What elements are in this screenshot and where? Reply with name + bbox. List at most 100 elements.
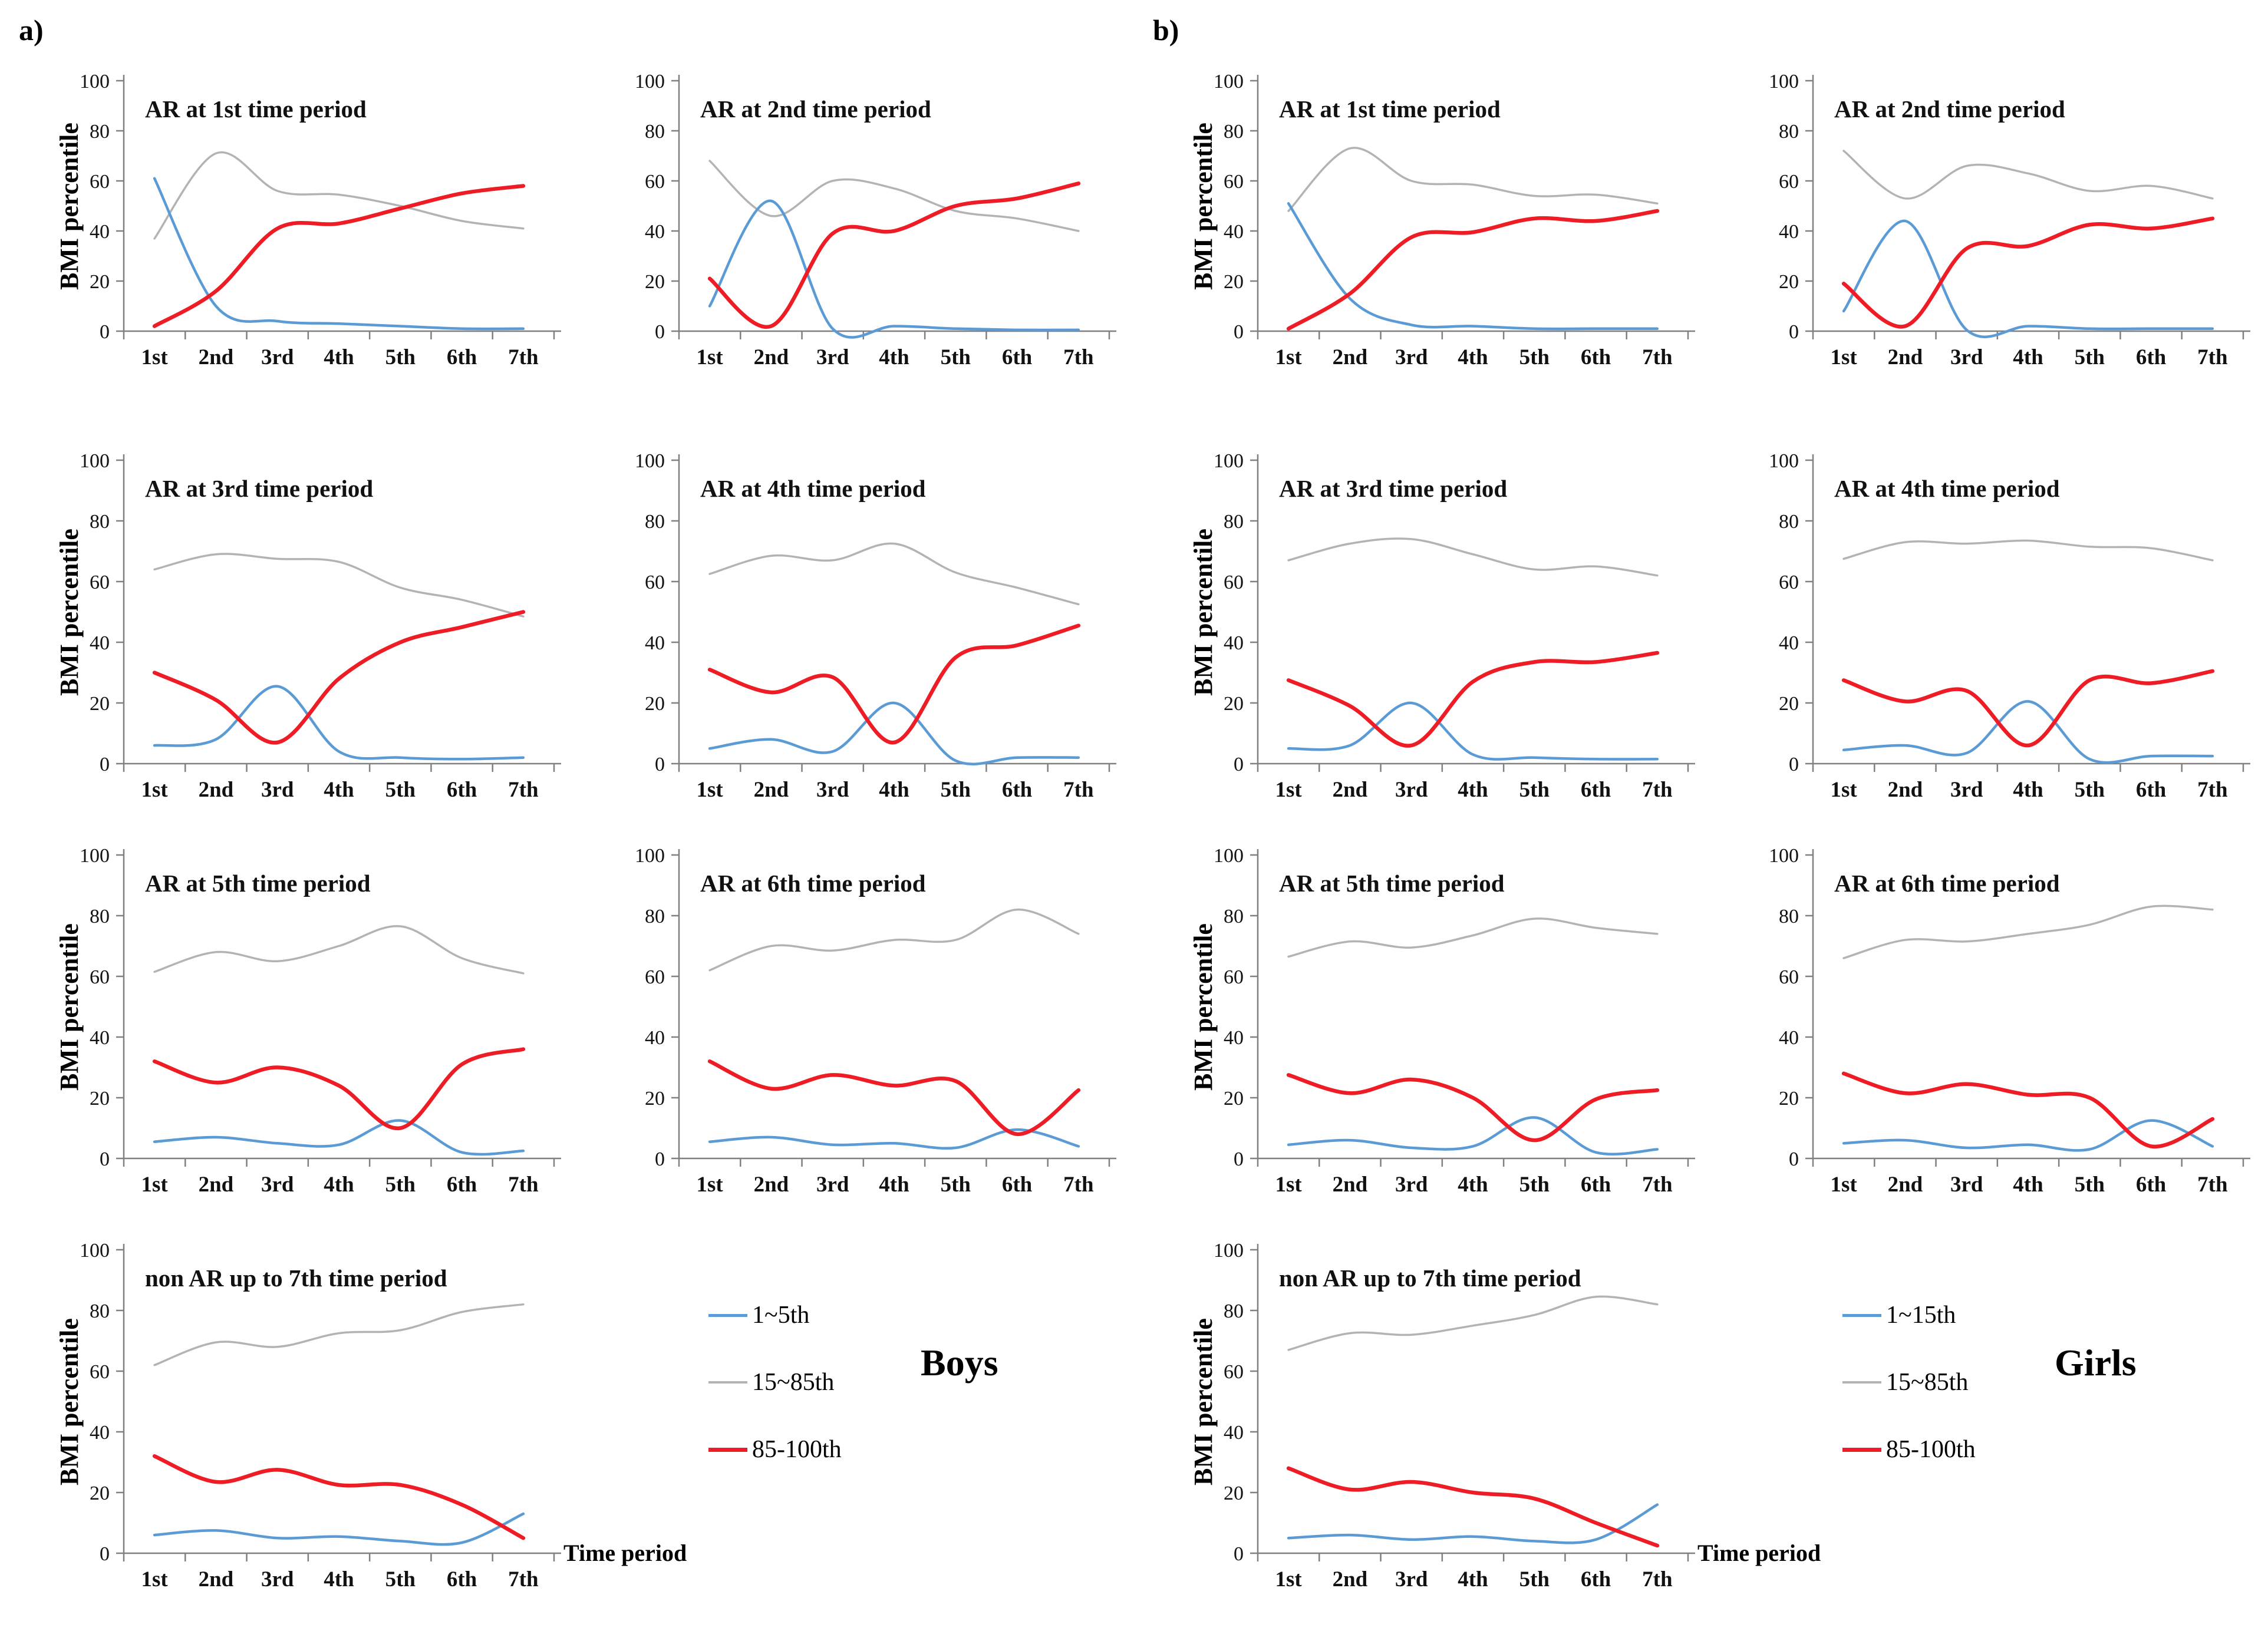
chart-ar-2nd-girls: 0 20 40 60 80 100 1st 2nd 3rd 4th 5th 6th 7th AR at 2… [1725, 54, 2267, 390]
x-tick-label: 3rd [1395, 345, 1428, 369]
panel-label-b: b) [1153, 14, 1179, 47]
y-tick-label: 40 [1224, 221, 1244, 243]
y-tick-label: 40 [1224, 1027, 1244, 1049]
x-tick-label: 5th [941, 345, 971, 369]
x-tick-label: 3rd [1395, 778, 1428, 802]
y-tick-label: 80 [90, 121, 110, 143]
y-tick-label: 100 [1769, 450, 1799, 472]
y-tick-label: 0 [100, 1543, 110, 1565]
x-tick-label: 3rd [1950, 778, 1983, 802]
subplot-title: non AR up to 7th time period [1279, 1264, 1581, 1292]
series-line-1-15th [1287, 1116, 1659, 1156]
x-tick-label: 6th [1002, 778, 1033, 802]
series-line-15-85th [708, 908, 1080, 972]
x-tick-label: 2nd [1333, 1173, 1368, 1197]
y-tick-label: 0 [100, 1148, 110, 1170]
x-tick-label: 7th [508, 778, 539, 802]
y-tick-label: 20 [645, 271, 665, 293]
chart-ar-5th-boys: 0 20 40 60 80 100 1st 2nd 3rd 4th 5th 6th 7th AR at 5… [35, 828, 578, 1217]
series-line-85-100th [1286, 1073, 1660, 1143]
x-tick-label: 2nd [1888, 1173, 1923, 1197]
x-tick-label: 2nd [1333, 778, 1368, 802]
y-tick-label: 80 [90, 1300, 110, 1322]
series-line-1-5th [708, 199, 1080, 339]
x-tick-label: 4th [879, 778, 909, 802]
chart-svg: 0 20 40 60 80 100 1st 2nd 3rd 4th 5th 6th 7th AR at 6… [635, 845, 1116, 1197]
series-line-1-15th [1842, 1119, 2214, 1152]
y-tick-label: 80 [645, 511, 665, 533]
subplot-title: AR at 6th time period [700, 870, 926, 897]
x-tick-label: 1st [1831, 778, 1858, 802]
series-line-1-5th [153, 685, 525, 761]
series-line-1-15th [1842, 700, 2214, 764]
legend-entry: 15~85th [708, 1367, 980, 1398]
y-tick-label: 40 [90, 1027, 110, 1049]
subplot-title: AR at 5th time period [1279, 870, 1505, 897]
y-tick-label: 40 [1224, 1422, 1244, 1444]
chart-svg: 0 20 40 60 80 100 1st 2nd 3rd 4th 5th 6th 7th AR at 3… [80, 450, 561, 802]
x-tick-label: 6th [1581, 1173, 1611, 1197]
y-tick-label: 100 [1214, 450, 1244, 472]
chart-svg: 0 20 40 60 80 100 1st 2nd 3rd 4th 5th 6th 7th AR at 6… [1769, 845, 2250, 1197]
series-line-15-85th [1287, 917, 1659, 958]
x-tick-label: 7th [2197, 1173, 2228, 1197]
chart-non-ar-boys: 0 20 40 60 80 100 1st 2nd 3rd 4th 5th 6th 7th non AR … [35, 1223, 687, 1612]
series-line-1-5th [153, 1119, 525, 1156]
y-axis-label: BMI percentile [1189, 122, 1218, 290]
x-tick-label: 6th [2136, 778, 2167, 802]
x-tick-label: 5th [941, 778, 971, 802]
subplot-title: non AR up to 7th time period [145, 1264, 447, 1292]
x-tick-label: 6th [447, 345, 477, 369]
x-tick-label: 2nd [199, 1567, 234, 1592]
x-tick-label: 7th [1063, 1173, 1094, 1197]
x-tick-label: 7th [508, 1567, 539, 1592]
x-tick-label: 7th [2197, 778, 2228, 802]
x-tick-label: 7th [1642, 1173, 1673, 1197]
legend-entry: 85-100th [1842, 1434, 2114, 1465]
series-line-1-15th [1287, 701, 1659, 761]
x-tick-label: 3rd [261, 1173, 294, 1197]
legend-line-swatch-blue [708, 1313, 747, 1317]
x-axis-label: Time period [1697, 1540, 1821, 1566]
y-tick-label: 60 [90, 171, 110, 193]
y-axis-label: BMI percentile [1189, 528, 1218, 696]
x-tick-label: 6th [1002, 1173, 1033, 1197]
chart-ar-3rd-boys: 0 20 40 60 80 100 1st 2nd 3rd 4th 5th 6th 7th AR at 3… [35, 434, 578, 823]
panel-label-a: a) [19, 14, 44, 47]
x-tick-label: 6th [1002, 345, 1033, 369]
x-tick-label: 6th [1581, 778, 1611, 802]
chart-non-ar-girls: 0 20 40 60 80 100 1st 2nd 3rd 4th 5th 6th 7th non AR … [1169, 1223, 1821, 1612]
x-tick-label: 4th [1458, 1173, 1488, 1197]
y-tick-label: 100 [80, 450, 110, 472]
x-tick-label: 1st [697, 345, 724, 369]
chart-ar-1st-girls: 0 20 40 60 80 100 1st 2nd 3rd 4th 5th 6th 7th AR at 1… [1169, 54, 1712, 390]
y-tick-label: 0 [1789, 1148, 1799, 1170]
y-axis-label: BMI percentile [1189, 1318, 1218, 1485]
series-line-85-100th [707, 1059, 1081, 1137]
subplot-title: AR at 4th time period [1834, 475, 2060, 502]
y-tick-label: 80 [1224, 511, 1244, 533]
y-tick-label: 80 [1779, 511, 1799, 533]
series-line-1-5th [153, 177, 525, 331]
x-tick-label: 4th [324, 1567, 354, 1592]
x-tick-label: 5th [385, 345, 416, 369]
legend-label: 15~85th [752, 1369, 835, 1396]
y-axis-label: BMI percentile [1189, 923, 1218, 1091]
x-tick-label: 4th [2013, 1173, 2043, 1197]
x-tick-label: 1st [1831, 345, 1858, 369]
series-line-1-15th [1287, 1503, 1659, 1544]
y-tick-label: 100 [1214, 845, 1244, 867]
legend-line-swatch-blue [1842, 1313, 1881, 1317]
legend-entry: 1~15th [1842, 1300, 2114, 1330]
x-tick-label: 1st [141, 778, 169, 802]
series-line-85-100th [1286, 651, 1660, 748]
y-tick-label: 0 [100, 754, 110, 775]
y-tick-label: 40 [90, 221, 110, 243]
y-tick-label: 60 [90, 1361, 110, 1383]
x-tick-label: 5th [2075, 345, 2105, 369]
x-tick-label: 2nd [199, 1173, 234, 1197]
chart-ar-4th-boys: 0 20 40 60 80 100 1st 2nd 3rd 4th 5th 6th 7th AR at 4… [591, 434, 1133, 823]
y-tick-label: 60 [90, 966, 110, 988]
x-tick-label: 3rd [261, 345, 294, 369]
y-tick-label: 0 [1789, 321, 1799, 343]
